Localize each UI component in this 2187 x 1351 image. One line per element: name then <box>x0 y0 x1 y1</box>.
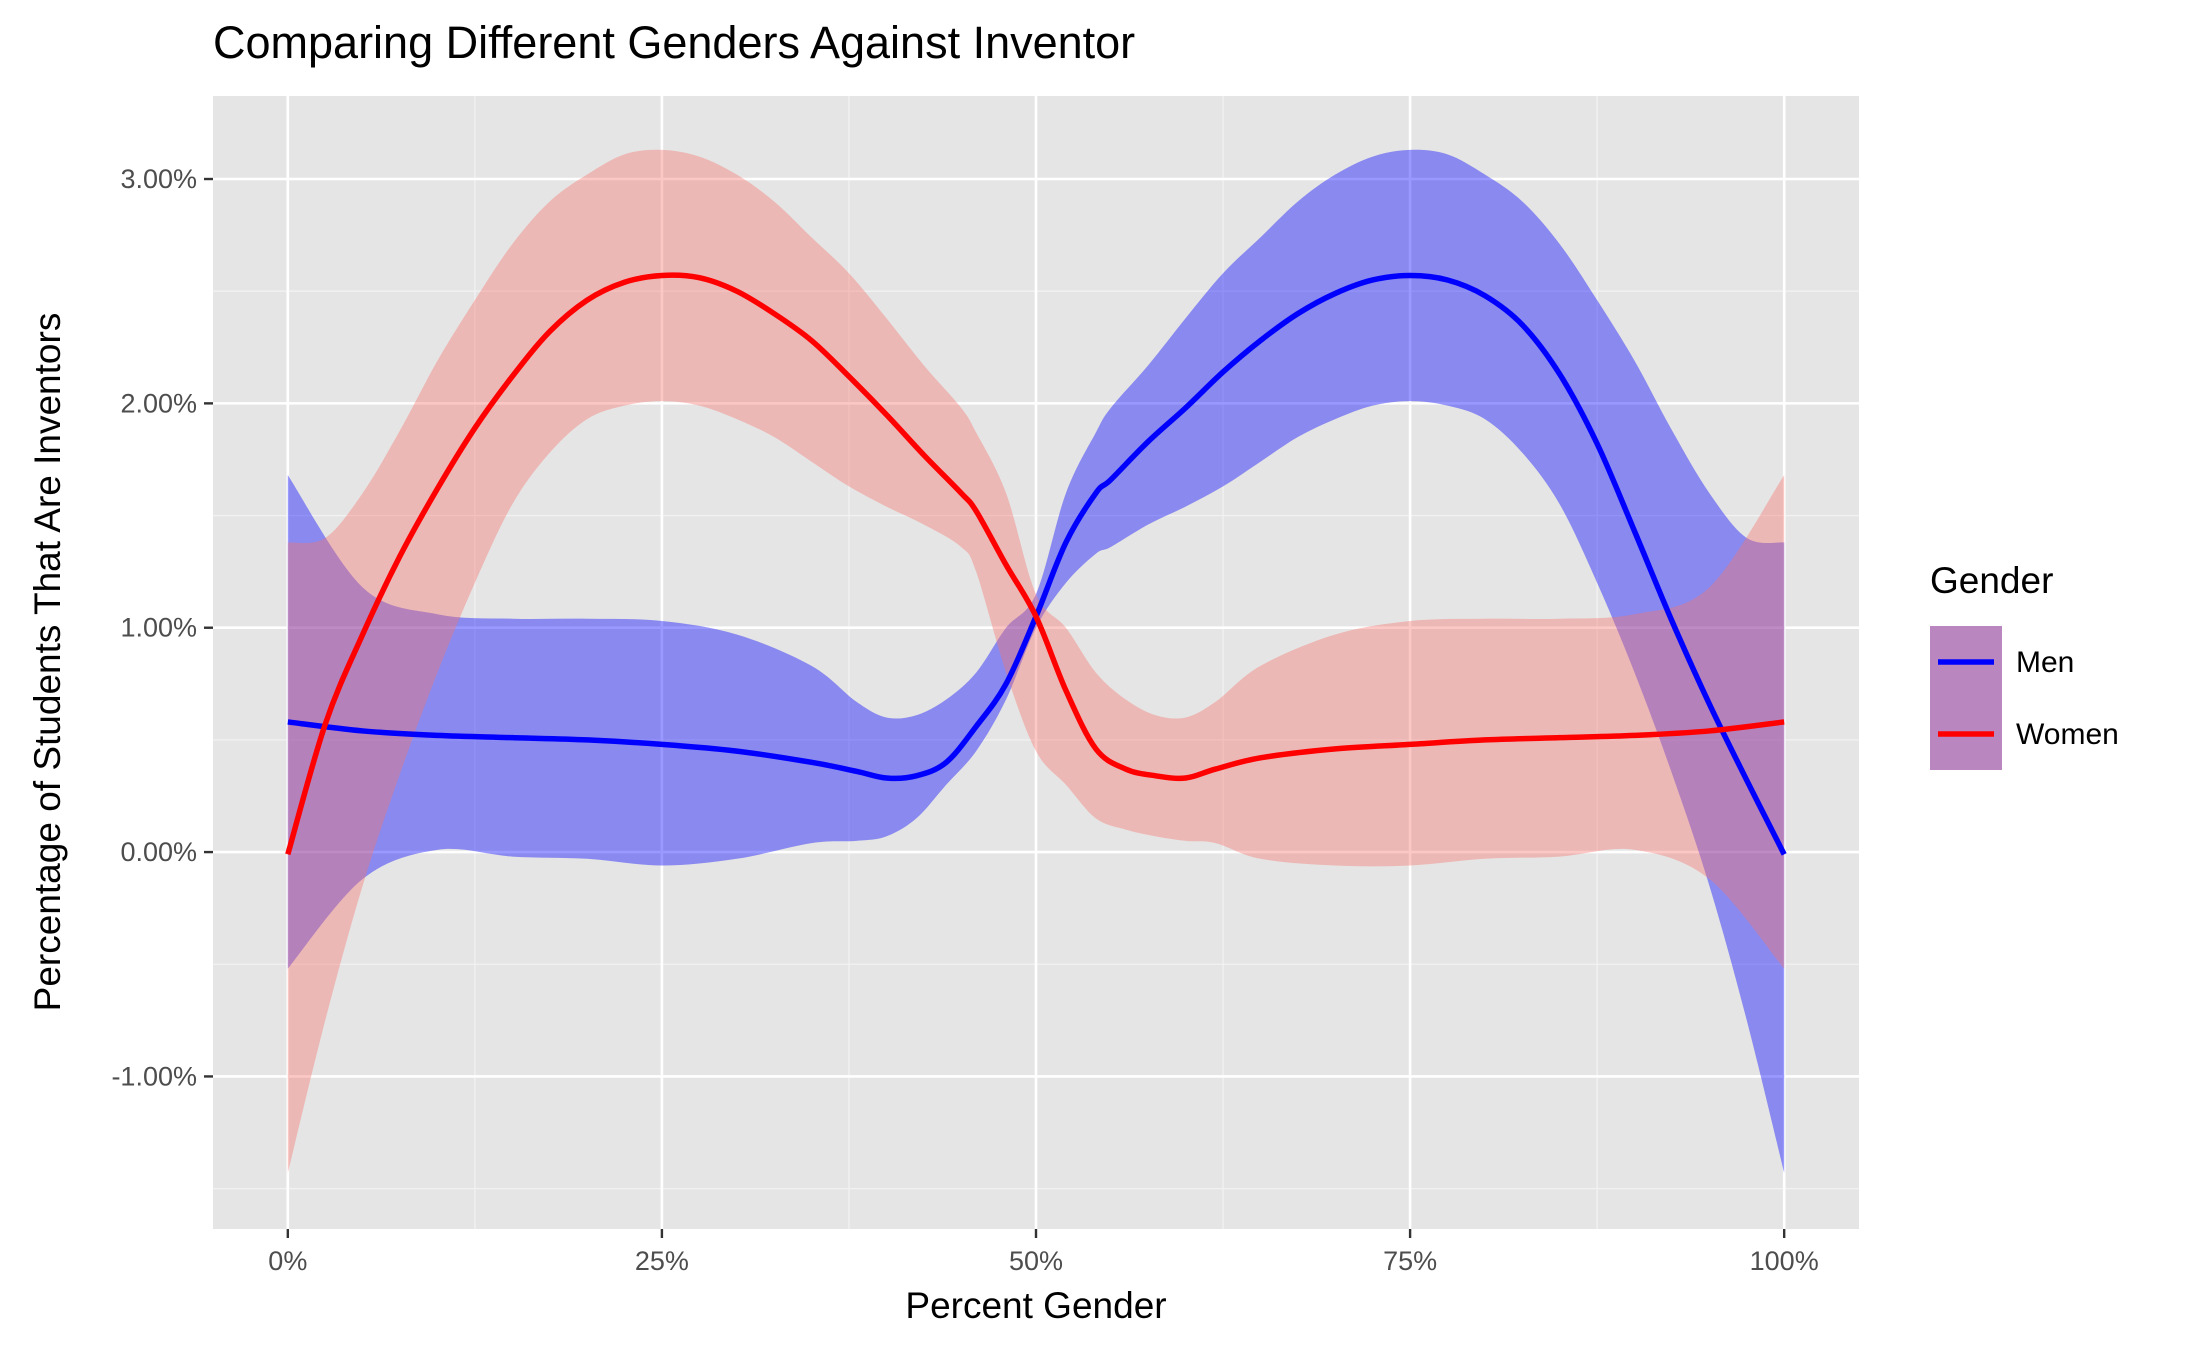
y-tick-label: 3.00% <box>120 164 197 194</box>
x-tick-label: 100% <box>1750 1246 1819 1276</box>
legend-title: Gender <box>1930 560 2053 601</box>
legend-label-women: Women <box>2016 718 2119 751</box>
y-axis: -1.00% 0.00% 1.00% 2.00% 3.00% <box>111 164 213 1091</box>
y-tick-label: 1.00% <box>120 613 197 643</box>
chart-title: Comparing Different Genders Against Inve… <box>213 17 1135 68</box>
band-men <box>287 149 1785 1173</box>
y-tick-label: 0.00% <box>120 837 197 867</box>
legend-label-men: Men <box>2016 646 2074 679</box>
x-tick-label: 0% <box>268 1246 307 1276</box>
series-lines <box>285 272 1787 856</box>
x-tick-label: 75% <box>1383 1246 1437 1276</box>
y-tick-label: 2.00% <box>120 388 197 418</box>
x-axis: 0% 25% 50% 75% 100% <box>268 1229 1819 1276</box>
x-tick-label: 50% <box>1009 1246 1063 1276</box>
line-women <box>285 272 1785 856</box>
y-axis-title: Percentage of Students That Are Inventor… <box>27 313 68 1012</box>
y-tick-label: -1.00% <box>111 1061 197 1091</box>
grid-major <box>213 96 1859 1229</box>
confidence-bands <box>287 149 1785 1173</box>
x-axis-title: Percent Gender <box>905 1285 1166 1326</box>
band-women <box>287 149 1785 1173</box>
line-men <box>287 272 1787 856</box>
x-tick-label: 25% <box>635 1246 689 1276</box>
legend: Gender Men Women <box>1930 560 2119 770</box>
